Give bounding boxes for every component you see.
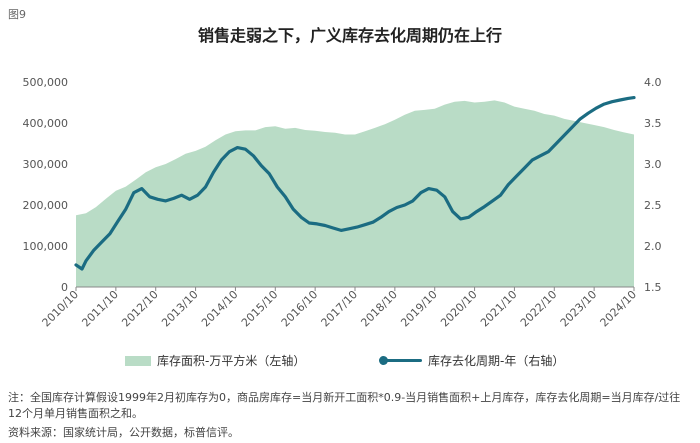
x-tick-label: 2013/10 bbox=[159, 288, 201, 330]
x-tick-label: 2015/10 bbox=[239, 288, 281, 330]
source-note: 资料来源：国家统计局，公开数据，标普信评。 bbox=[8, 426, 239, 439]
x-tick-label: 2024/10 bbox=[598, 288, 640, 330]
x-tick-label: 2012/10 bbox=[119, 288, 161, 330]
x-tick-label: 2010/10 bbox=[40, 288, 82, 330]
y-right-tick-label: 3.0 bbox=[644, 158, 662, 171]
legend-area-label: 库存面积-万平方米（左轴） bbox=[157, 354, 306, 368]
y-right-tick-label: 3.5 bbox=[644, 117, 662, 130]
legend-line-label: 库存去化周期-年（右轴） bbox=[428, 354, 565, 368]
y-left-tick-label: 400,000 bbox=[23, 117, 69, 130]
y-right-tick-label: 2.0 bbox=[644, 240, 662, 253]
x-tick-label: 2020/10 bbox=[438, 288, 480, 330]
y-left-tick-label: 0 bbox=[61, 281, 68, 294]
legend-line: 库存去化周期-年（右轴） bbox=[379, 352, 565, 369]
x-tick-label: 2016/10 bbox=[279, 288, 321, 330]
chart: 0 100,000 200,000 300,000 400,000 500,000 1.5 2… bbox=[23, 76, 662, 330]
x-tick-label: 2017/10 bbox=[319, 288, 361, 330]
chart-title: 销售走弱之下，广义库存去化周期仍在上行 bbox=[197, 26, 502, 45]
x-tick-label: 2011/10 bbox=[79, 288, 121, 330]
legend-line-swatch bbox=[379, 356, 422, 365]
y-right-tick-label: 2.5 bbox=[644, 199, 662, 212]
figure-label: 图9 bbox=[8, 8, 26, 21]
y-left-tick-label: 500,000 bbox=[23, 76, 69, 89]
x-tick-label: 2022/10 bbox=[518, 288, 560, 330]
area-series-layer bbox=[76, 100, 634, 288]
legend-area: 库存面积-万平方米（左轴） bbox=[125, 352, 305, 369]
footnote: 注：全国库存计算假设1999年2月初库存为0，商品房库存=当月新开工面积*0.9… bbox=[8, 391, 681, 420]
y-right-tick-label: 4.0 bbox=[644, 76, 662, 89]
destocking-cycle-line bbox=[74, 96, 636, 271]
inventory-area bbox=[76, 100, 634, 288]
x-tick-label: 2014/10 bbox=[199, 288, 241, 330]
x-tick-label: 2018/10 bbox=[358, 288, 400, 330]
x-tick-label: 2023/10 bbox=[558, 288, 600, 330]
y-left-tick-label: 100,000 bbox=[23, 240, 69, 253]
y-left-tick-label: 200,000 bbox=[23, 199, 69, 212]
x-tick-label: 2019/10 bbox=[398, 288, 440, 330]
line-series-layer bbox=[74, 96, 636, 271]
x-tick-label: 2021/10 bbox=[478, 288, 520, 330]
y-left-tick-label: 300,000 bbox=[23, 158, 69, 171]
legend-area-swatch bbox=[125, 355, 151, 366]
y-right-tick-label: 1.5 bbox=[644, 281, 662, 294]
